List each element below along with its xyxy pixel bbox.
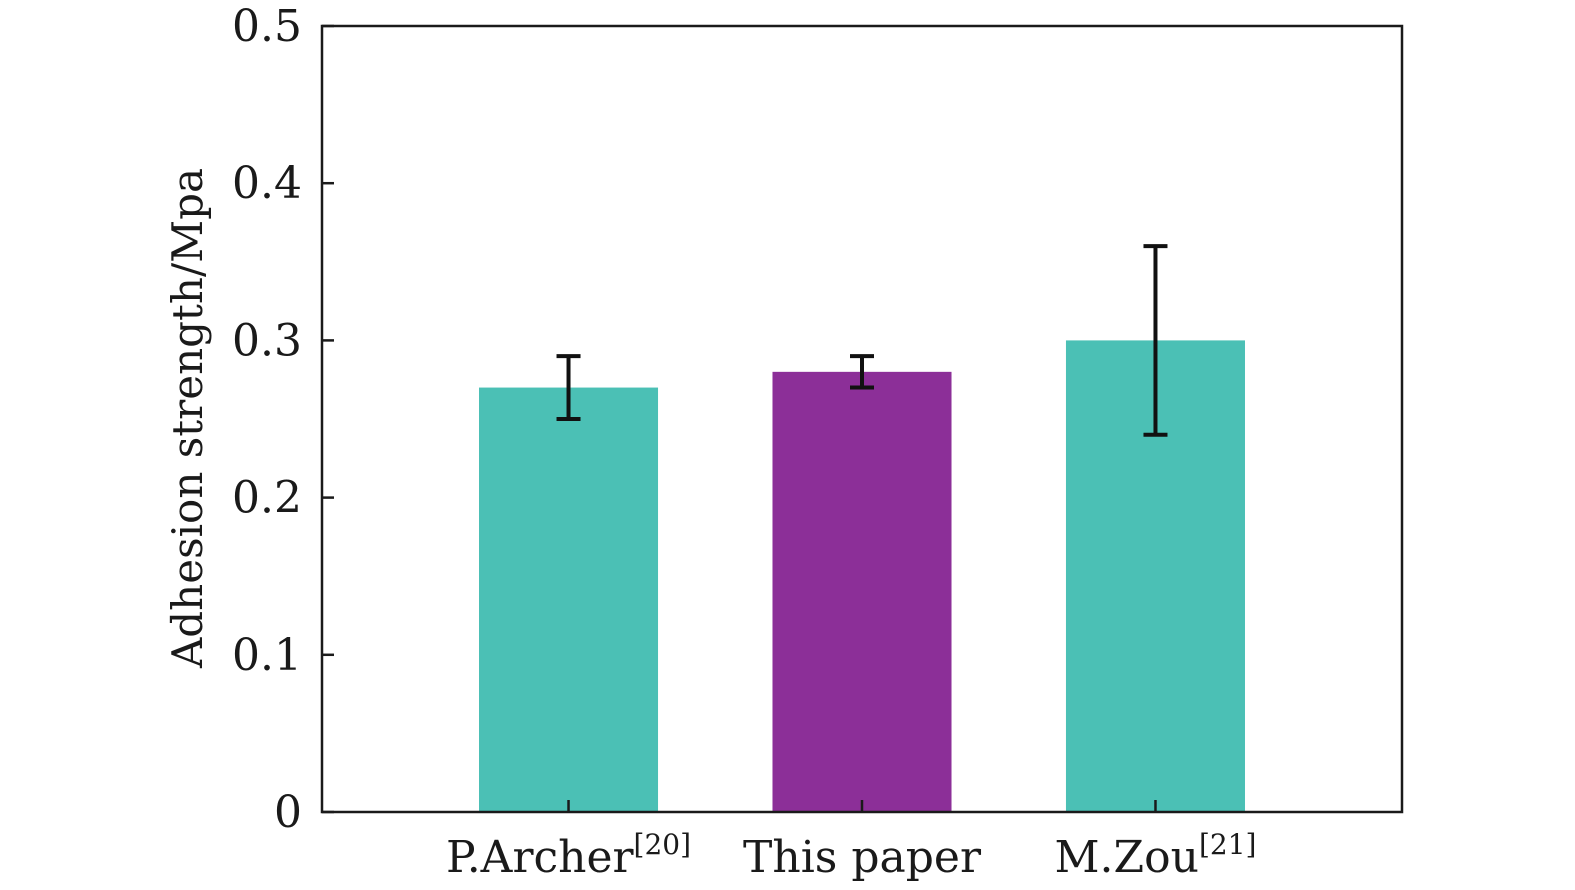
- y-tick-label: 0.3: [232, 315, 302, 366]
- bar-2: [772, 371, 952, 812]
- y-tick-label: 0.5: [232, 1, 302, 52]
- bars-layer: [479, 340, 1245, 812]
- y-axis: 0 0.1 0.2 0.3 0.4 0.5: [232, 1, 334, 838]
- x-tick-label: This paper: [743, 832, 982, 883]
- x-axis: P.Archer[20] This paper M.Zou[21]: [446, 800, 1256, 883]
- x-tick-label: P.Archer[20]: [446, 828, 691, 883]
- y-axis-label: Adhesion strength/Mpa: [163, 168, 212, 669]
- x-tick-label: M.Zou[21]: [1055, 828, 1257, 883]
- bar-1: [479, 387, 659, 812]
- y-tick-label: 0.2: [232, 473, 302, 524]
- y-tick-label: 0.1: [232, 630, 302, 681]
- y-tick-label: 0.4: [232, 158, 302, 209]
- error-bars-layer: [556, 244, 1168, 437]
- y-tick-label: 0: [274, 787, 302, 838]
